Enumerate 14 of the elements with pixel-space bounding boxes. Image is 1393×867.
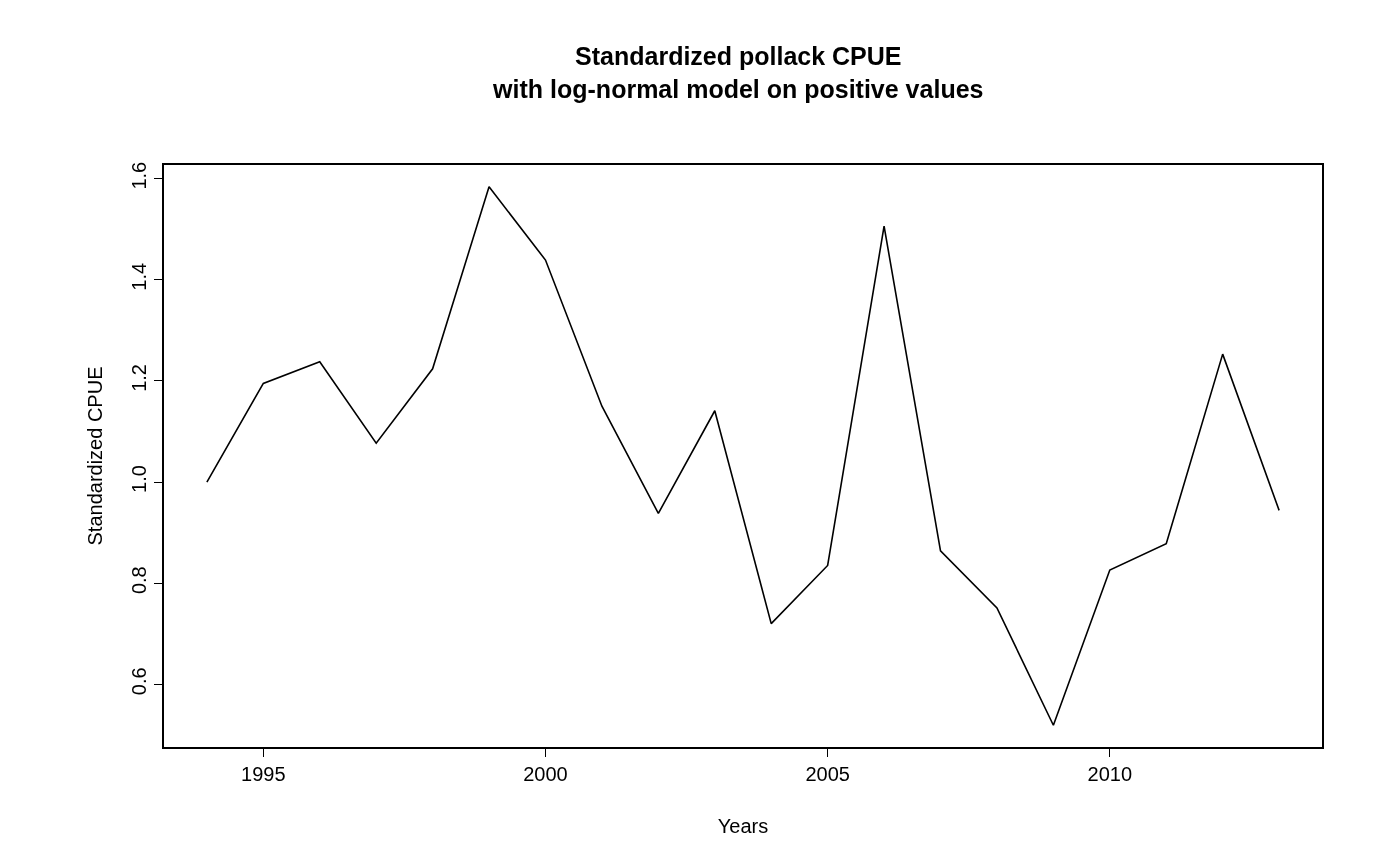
y-tick-label: 0.6 [128, 667, 151, 696]
x-tick-label: 1995 [241, 762, 286, 785]
x-tick-label: 2000 [523, 762, 568, 785]
chart-title: Standardized pollack CPUE with log-normal model on positive values [492, 42, 984, 103]
y-tick-label: 1.4 [128, 262, 151, 291]
y-tick-label: 1.6 [128, 161, 151, 190]
x-tick-label: 2005 [805, 762, 850, 785]
line-series [206, 185, 1280, 727]
y-tick-label: 1.0 [128, 465, 151, 493]
y-axis-title: Standardized CPUE [84, 366, 107, 546]
x-tick-label: 2010 [1087, 762, 1133, 785]
y-tick-label: 1.2 [128, 364, 151, 392]
y-tick-label: 0.8 [128, 566, 151, 595]
x-axis-title: Years [717, 814, 769, 837]
